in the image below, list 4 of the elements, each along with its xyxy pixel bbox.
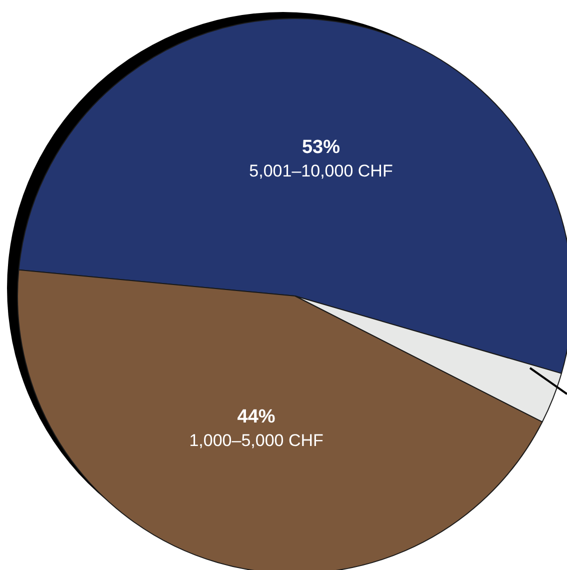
data-label: 44% bbox=[237, 406, 276, 428]
data-label: 53% bbox=[302, 136, 340, 158]
slice-label: 1,000–5,000 CHF bbox=[189, 430, 324, 450]
slice-label: 5,001–10,000 CHF bbox=[249, 161, 393, 180]
